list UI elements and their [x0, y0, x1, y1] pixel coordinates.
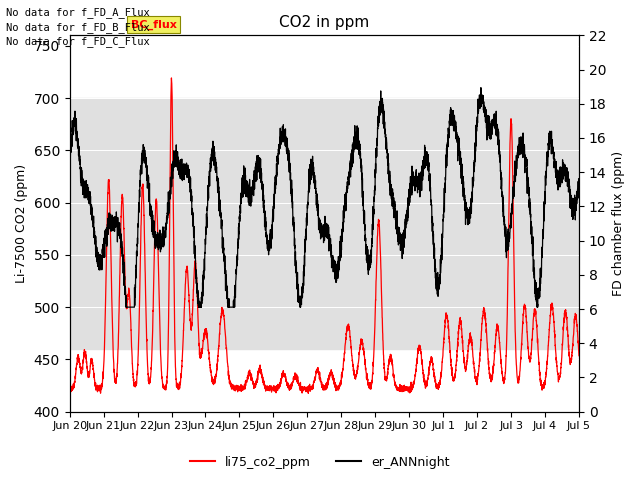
Y-axis label: FD chamber flux (ppm): FD chamber flux (ppm)	[612, 151, 625, 296]
Text: BC_flux: BC_flux	[131, 20, 177, 30]
Text: No data for f_FD_B_Flux: No data for f_FD_B_Flux	[6, 22, 150, 33]
Y-axis label: Li-7500 CO2 (ppm): Li-7500 CO2 (ppm)	[15, 164, 28, 283]
Bar	[70, 98, 579, 349]
Legend: li75_co2_ppm, er_ANNnight: li75_co2_ppm, er_ANNnight	[186, 451, 454, 474]
Text: No data for f_FD_A_Flux: No data for f_FD_A_Flux	[6, 7, 150, 18]
Text: No data for f_FD_C_Flux: No data for f_FD_C_Flux	[6, 36, 150, 47]
Title: CO2 in ppm: CO2 in ppm	[279, 15, 369, 30]
